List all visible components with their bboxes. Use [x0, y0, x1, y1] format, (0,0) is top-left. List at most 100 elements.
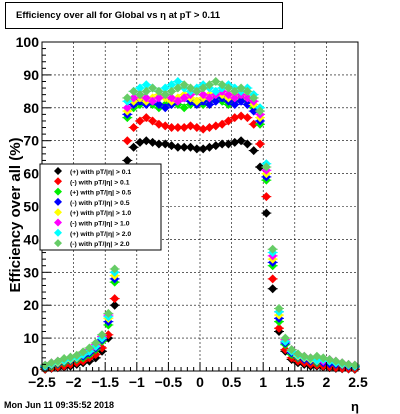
data-point — [325, 354, 335, 364]
data-point — [160, 139, 170, 149]
data-point — [154, 119, 164, 129]
x-tick-label: 0 — [196, 374, 204, 390]
data-points — [40, 76, 360, 374]
data-point — [186, 142, 196, 152]
data-point — [230, 93, 240, 103]
data-point — [204, 93, 214, 103]
x-tick-label: −1.5 — [91, 374, 119, 390]
data-point — [141, 136, 151, 146]
data-point — [299, 351, 309, 361]
data-point — [255, 106, 265, 116]
data-point — [204, 123, 214, 133]
data-point — [135, 90, 145, 100]
data-point — [255, 139, 265, 149]
data-point — [154, 100, 164, 110]
data-point — [122, 103, 132, 113]
data-point — [268, 274, 278, 284]
data-point — [249, 93, 259, 103]
data-point — [242, 86, 252, 96]
legend-marker — [54, 187, 62, 196]
data-point — [192, 123, 202, 133]
data-point — [217, 80, 227, 90]
data-point — [331, 356, 341, 366]
data-point — [280, 333, 290, 343]
data-point — [261, 208, 271, 218]
data-point — [46, 358, 56, 368]
data-point — [179, 123, 189, 133]
data-point — [167, 141, 177, 151]
data-point — [103, 308, 113, 318]
data-point — [268, 244, 278, 254]
data-point — [154, 139, 164, 149]
data-point — [179, 93, 189, 103]
data-point — [167, 86, 177, 96]
data-point — [91, 350, 101, 360]
data-point — [204, 100, 214, 110]
data-point — [249, 119, 259, 129]
data-point — [236, 136, 246, 146]
data-point — [306, 353, 316, 363]
legend: (+) with pT/|η| > 0.1 (-) with pT/|η| > 0… — [39, 163, 162, 251]
y-tick-label: 0 — [31, 363, 39, 379]
data-point — [274, 303, 284, 313]
data-point — [312, 351, 322, 361]
legend-label: (+) with pT/|η| > 2.0 — [70, 231, 131, 238]
x-tick-label: 1 — [259, 374, 267, 390]
x-tick-label: −2 — [66, 374, 82, 390]
data-point — [97, 330, 107, 340]
data-point — [223, 90, 233, 100]
legend-label: (+) with pT/|η| > 1.0 — [70, 210, 131, 217]
data-point — [129, 123, 139, 133]
data-point — [211, 121, 221, 131]
data-point — [129, 93, 139, 103]
data-point — [192, 86, 202, 96]
legend-marker — [54, 218, 62, 227]
data-point — [167, 80, 177, 90]
y-axis-label: Efficiency over all (%) — [7, 137, 24, 292]
data-point — [236, 111, 246, 121]
data-point — [217, 139, 227, 149]
data-point — [242, 139, 252, 149]
y-tick-label: 50 — [23, 199, 39, 215]
data-point — [204, 142, 214, 152]
data-point — [211, 141, 221, 151]
data-point — [274, 323, 284, 333]
legend-marker — [54, 167, 62, 175]
legend-marker — [54, 177, 62, 186]
data-point — [249, 106, 259, 116]
data-point — [242, 100, 252, 110]
data-point — [154, 86, 164, 96]
x-axis-label: η — [351, 399, 359, 414]
data-point — [350, 360, 360, 370]
data-point — [198, 90, 208, 100]
data-point — [198, 144, 208, 154]
data-point — [261, 192, 271, 202]
data-point — [242, 93, 252, 103]
data-point — [135, 83, 145, 93]
data-point — [249, 146, 259, 156]
legend-label: (-) with pT/|η| > 0.1 — [70, 179, 130, 186]
data-point — [179, 142, 189, 152]
data-point — [110, 294, 120, 304]
data-point — [160, 121, 170, 131]
legend-label: (+) with pT/|η| > 0.1 — [70, 169, 131, 176]
data-point — [122, 155, 132, 165]
data-point — [84, 343, 94, 353]
data-point — [211, 96, 221, 106]
legend-label: (+) with pT/|η| > 0.5 — [70, 190, 131, 197]
data-point — [148, 83, 158, 93]
data-point — [211, 76, 221, 86]
legend-box — [39, 163, 162, 251]
data-point — [141, 86, 151, 96]
legend-marker — [54, 197, 62, 206]
data-point — [223, 116, 233, 126]
data-point — [59, 353, 69, 363]
data-point — [204, 80, 214, 90]
data-point — [173, 83, 183, 93]
data-point — [255, 162, 265, 172]
data-point — [72, 350, 82, 360]
y-tick-label: 40 — [23, 231, 39, 247]
data-point — [186, 121, 196, 131]
legend-marker — [54, 208, 62, 217]
